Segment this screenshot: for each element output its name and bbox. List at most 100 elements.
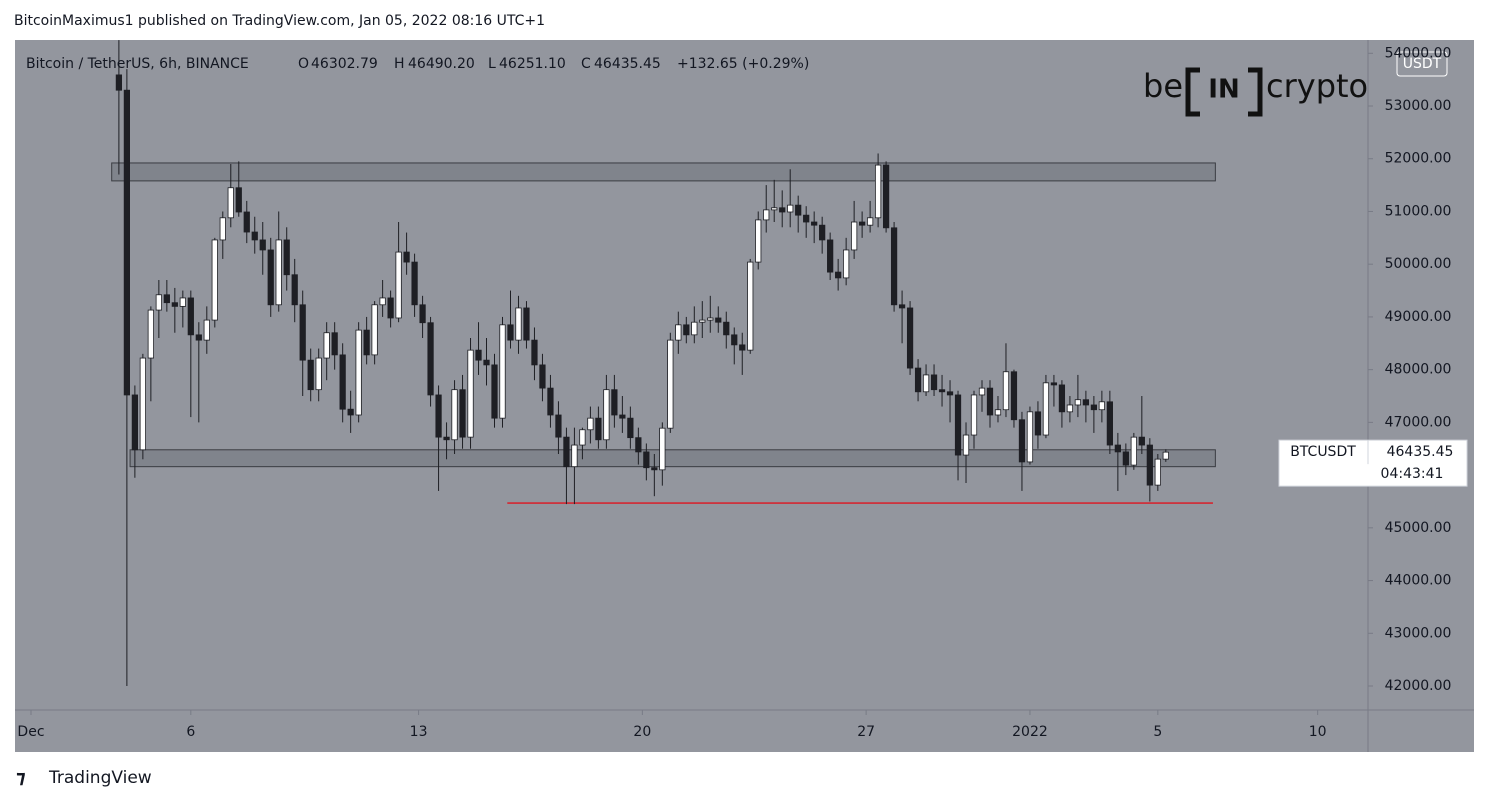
- candle-body: [1026, 411, 1034, 463]
- candle-body: [435, 394, 442, 438]
- candle-body: [1002, 371, 1010, 411]
- candle-body: [1090, 404, 1098, 411]
- publisher-line: BitcoinMaximus1 published on TradingView…: [14, 13, 545, 29]
- candle-body: [187, 297, 194, 336]
- candle-body: [195, 334, 202, 341]
- candle-body: [203, 319, 210, 341]
- candle-body: [387, 297, 394, 319]
- candle-body: [715, 317, 722, 323]
- y-tick-label: 52000.00: [1385, 151, 1452, 167]
- candle-body: [171, 302, 178, 307]
- candle-body: [355, 329, 362, 416]
- candle-body: [1154, 458, 1161, 486]
- candle-body: [123, 89, 131, 396]
- candle-body: [243, 211, 250, 233]
- candle-body: [1074, 399, 1082, 406]
- currency: USDT: [1403, 56, 1442, 72]
- x-tick-label: 6: [186, 724, 195, 740]
- price-tag-ticker: BTCUSDT: [1290, 444, 1356, 460]
- y-tick-label: 44000.00: [1385, 573, 1452, 589]
- y-tick-label: 49000.00: [1385, 309, 1452, 325]
- candle-body: [555, 414, 562, 438]
- candle-body: [267, 249, 274, 306]
- candle-body: [707, 317, 714, 321]
- candle-body: [395, 251, 402, 319]
- candle-body: [731, 334, 738, 346]
- candle-body: [251, 231, 258, 241]
- y-tick-label: 50000.00: [1385, 256, 1452, 272]
- candle-body: [379, 297, 386, 306]
- legend-value: 46490.20: [408, 56, 475, 72]
- candle-body: [147, 309, 154, 359]
- candle-body: [1146, 444, 1153, 486]
- legend-value: 46435.45: [594, 56, 661, 72]
- candle-body: [571, 444, 578, 468]
- legend-value: 46302.79: [311, 56, 378, 72]
- price-tag-box: [1278, 439, 1468, 487]
- candle-body: [1122, 451, 1129, 466]
- candle-body: [139, 357, 146, 451]
- legend-key: C: [581, 56, 591, 72]
- candle-body: [914, 367, 922, 393]
- candle-body: [363, 329, 370, 356]
- candle-body: [1138, 436, 1145, 446]
- candle-body: [1010, 371, 1018, 421]
- candle-body: [691, 321, 698, 336]
- candle-body: [739, 344, 746, 351]
- x-tick-label: 5: [1153, 724, 1162, 740]
- candle-body: [1018, 419, 1026, 463]
- y-tick-label: 53000.00: [1385, 98, 1452, 114]
- candle-body: [547, 387, 554, 416]
- logo-text: IN: [1208, 75, 1239, 105]
- symbol: Bitcoin / TetherUS, 6h, BINANCE: [26, 56, 249, 72]
- candle-body: [683, 324, 690, 336]
- candle-body: [331, 332, 338, 356]
- candle-body: [803, 214, 810, 223]
- candle-body: [219, 217, 226, 241]
- footer-icon: ⁊: [16, 767, 26, 789]
- candle-body: [427, 322, 434, 396]
- candle-body: [763, 209, 770, 221]
- candle-body: [1034, 411, 1042, 436]
- legend-change: +132.65 (+0.29%): [677, 56, 809, 72]
- candle-body: [619, 414, 626, 419]
- candle-body: [1098, 401, 1105, 411]
- candle-body: [1130, 436, 1137, 466]
- candle-body: [259, 239, 266, 251]
- legend-key: H: [394, 56, 405, 72]
- candle-body: [179, 297, 186, 307]
- candle-body: [235, 187, 242, 213]
- candle-body: [1106, 401, 1113, 446]
- y-tick-label: 47000.00: [1385, 414, 1452, 430]
- candle-body: [962, 434, 970, 456]
- y-tick-label: 42000.00: [1385, 678, 1452, 694]
- candle-body: [115, 74, 123, 91]
- candle-body: [795, 204, 802, 216]
- candle-body: [938, 389, 946, 393]
- candle-body: [307, 359, 314, 391]
- candle-body: [595, 417, 602, 441]
- candle-body: [811, 221, 818, 226]
- candle-body: [890, 227, 898, 306]
- candle-body: [603, 389, 610, 441]
- candle-body: [699, 319, 706, 323]
- candle-body: [667, 339, 674, 429]
- candle-body: [970, 394, 978, 436]
- logo-text: be: [1143, 67, 1183, 105]
- candle-body: [531, 339, 538, 366]
- candle-body: [843, 249, 850, 279]
- candle-body: [475, 349, 482, 361]
- candle-body: [1114, 444, 1121, 453]
- y-tick-label: 45000.00: [1385, 520, 1452, 536]
- logo-text: crypto: [1266, 67, 1368, 105]
- candle-body: [563, 436, 570, 468]
- candle-body: [1162, 451, 1169, 460]
- candle-body: [419, 304, 426, 324]
- candle-body: [507, 324, 514, 341]
- candle-body: [994, 409, 1002, 416]
- candle-body: [859, 221, 866, 226]
- footer-brand: TradingView: [48, 768, 152, 788]
- candle-body: [954, 394, 962, 456]
- x-tick-label: 27: [857, 724, 875, 740]
